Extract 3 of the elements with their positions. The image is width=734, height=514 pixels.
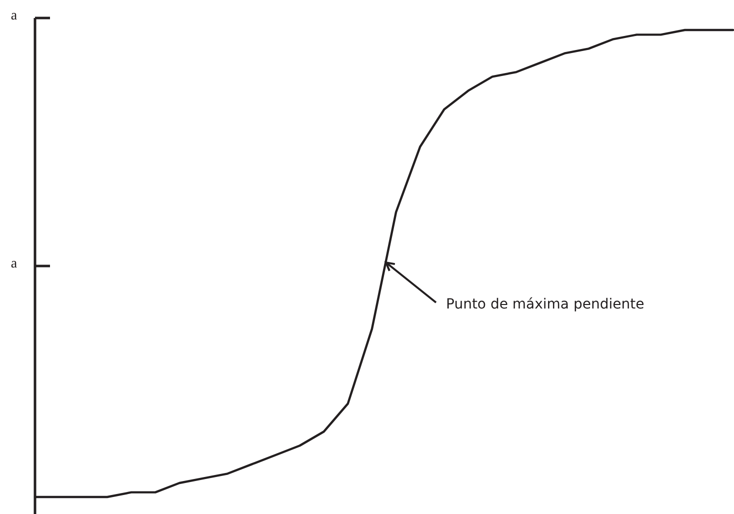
text: a — [10, 256, 18, 272]
annotation: Punto de máxima pendiente — [446, 296, 644, 313]
text: a — [10, 8, 18, 24]
